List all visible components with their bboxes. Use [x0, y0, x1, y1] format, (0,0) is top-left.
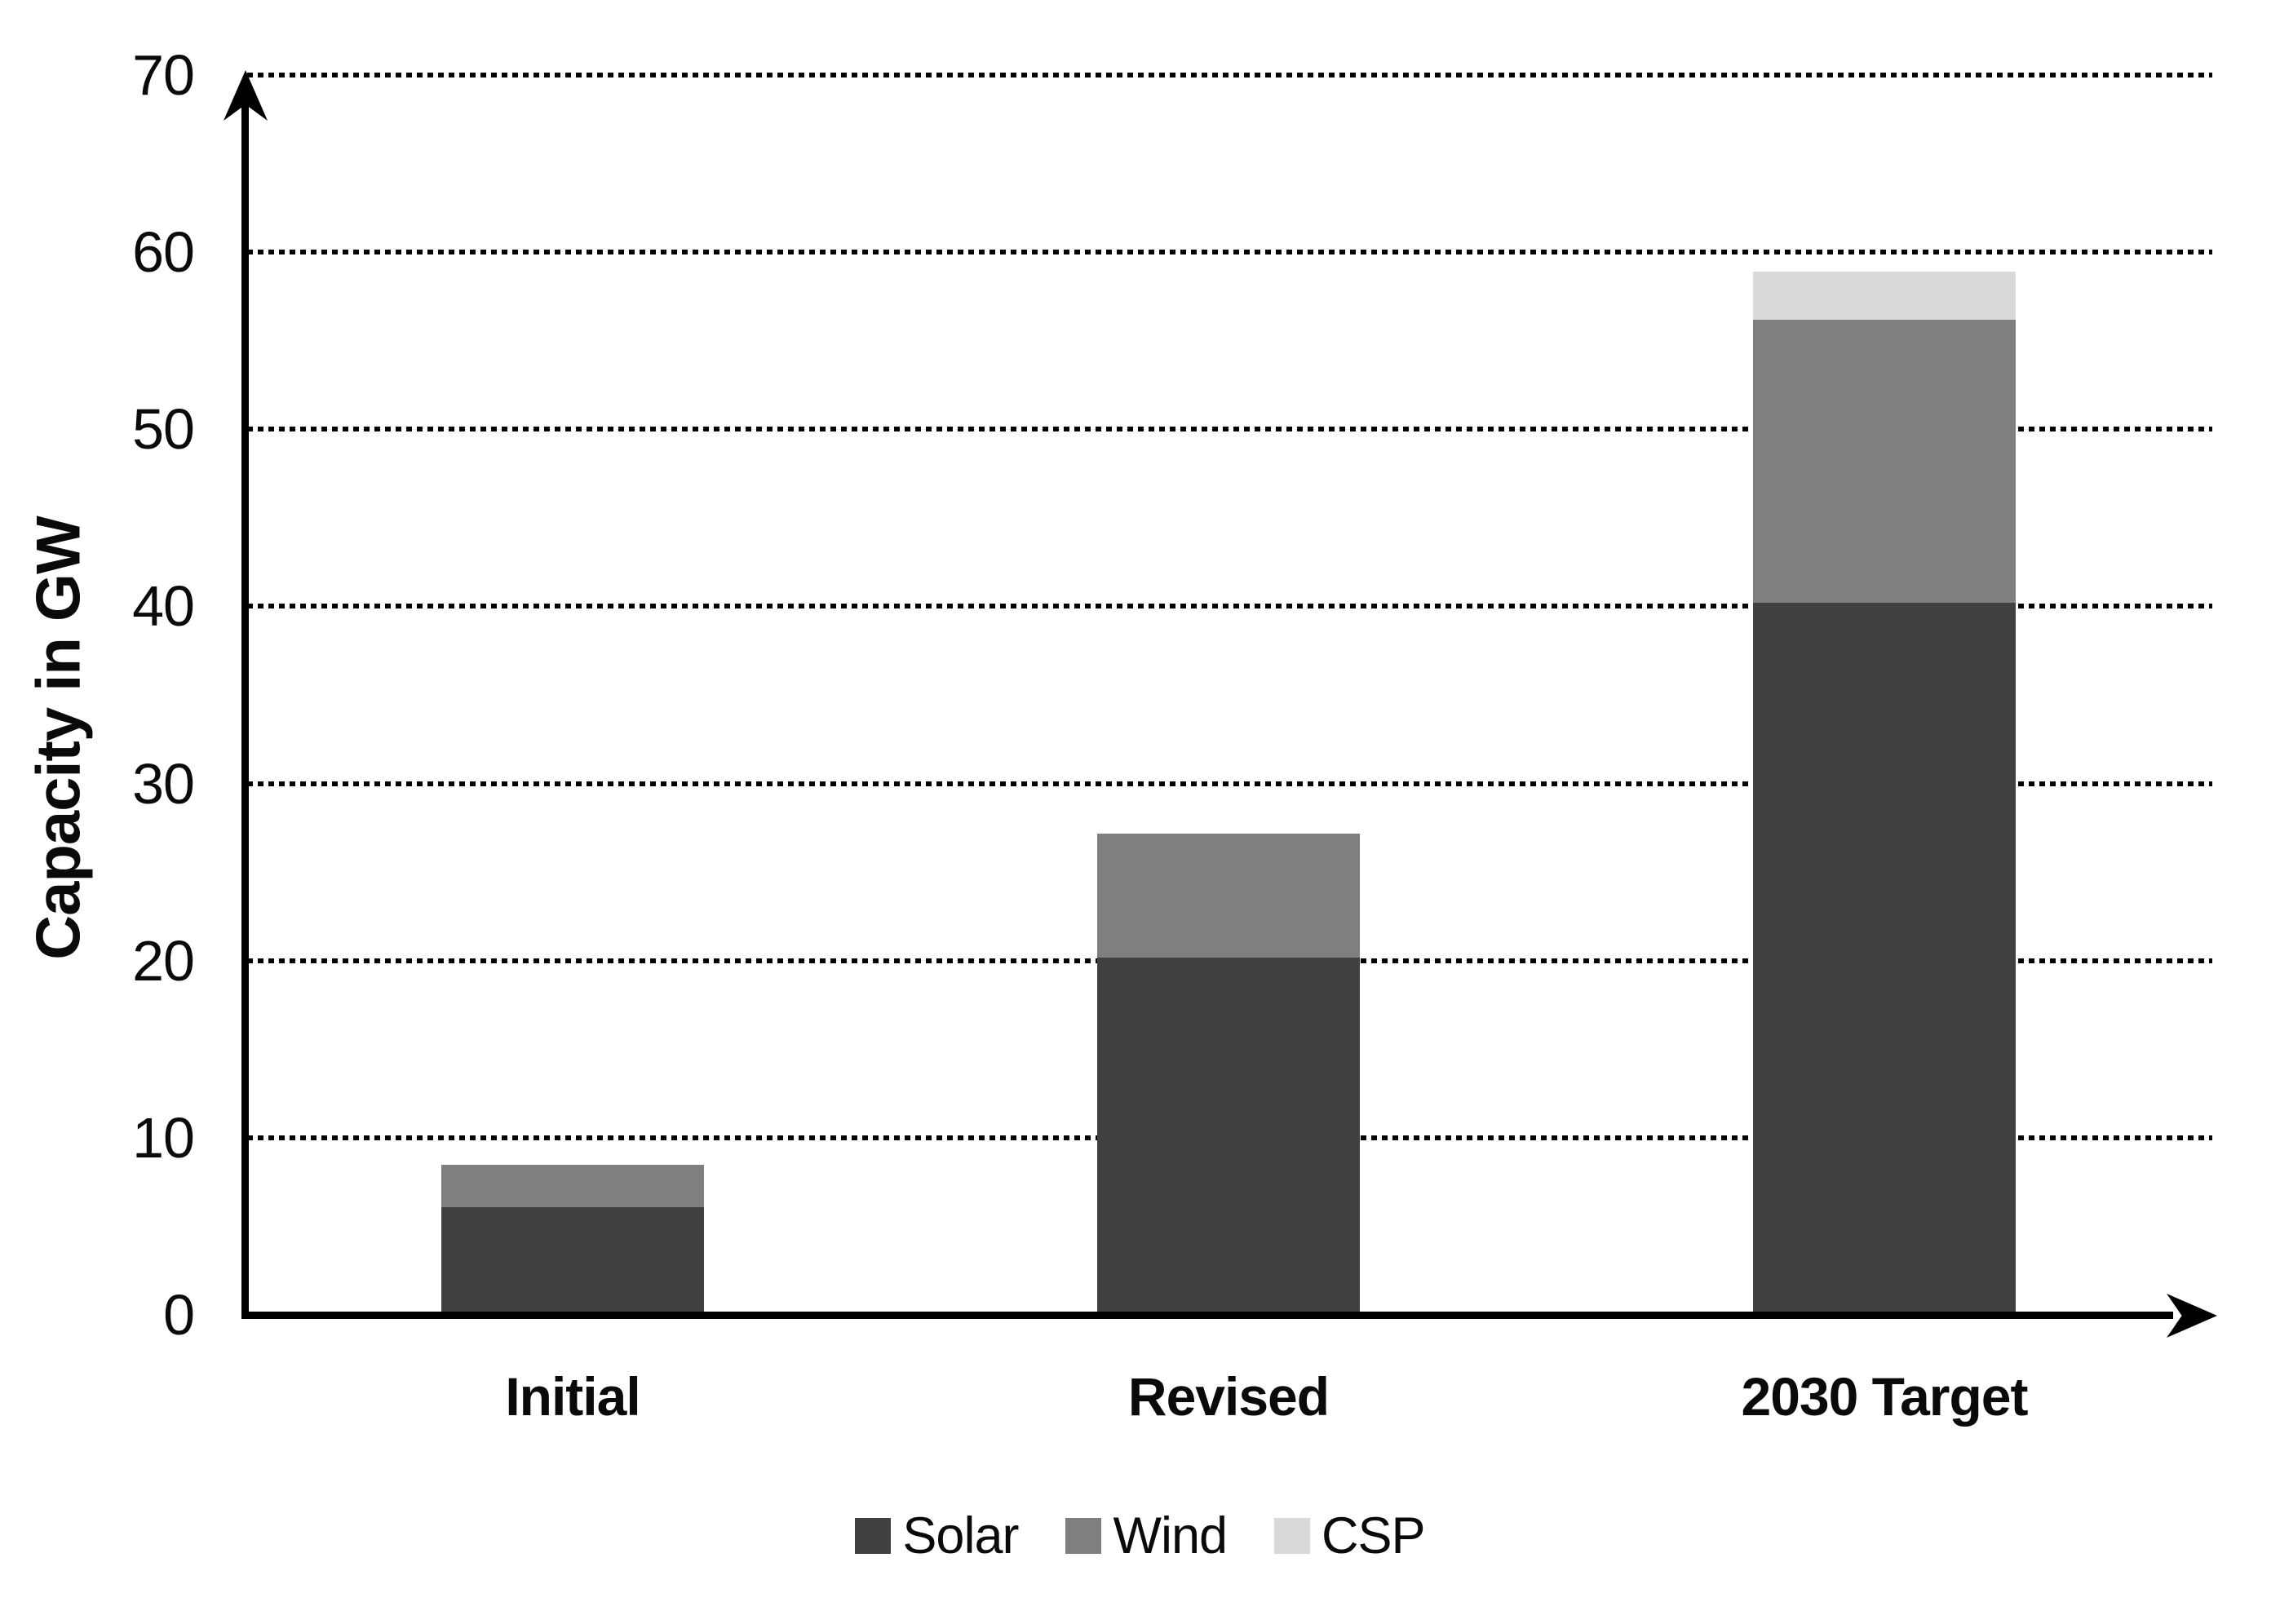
y-tick-label-40: 40 — [132, 574, 195, 639]
gridline-30 — [247, 781, 2212, 786]
x-axis-line — [241, 1312, 2173, 1319]
category-label-revised: Revised — [1127, 1366, 1330, 1427]
gridline-40 — [247, 604, 2212, 609]
y-tick-label-70: 70 — [132, 43, 195, 107]
y-tick-label-10: 10 — [132, 1105, 195, 1170]
legend-item-solar: Solar — [855, 1507, 1019, 1565]
gridline-60 — [247, 250, 2212, 255]
legend-label-wind: Wind — [1113, 1507, 1228, 1564]
gridline-50 — [247, 427, 2212, 432]
bar-segment-solar-initial — [441, 1206, 704, 1312]
legend-item-wind: Wind — [1065, 1507, 1228, 1565]
legend-swatch-wind — [1065, 1518, 1102, 1554]
legend-item-csp: CSP — [1274, 1507, 1426, 1565]
bar-segment-csp-2030-target — [1753, 272, 2016, 320]
y-axis-line — [241, 82, 249, 1319]
x-axis-arrow-icon — [2167, 1294, 2217, 1338]
legend-label-csp: CSP — [1322, 1507, 1426, 1564]
gridline-70 — [247, 73, 2212, 77]
bar-segment-solar-2030-target — [1753, 603, 2016, 1312]
bar-segment-wind-initial — [441, 1164, 704, 1207]
category-label-2030-target: 2030 Target — [1741, 1366, 2029, 1427]
bar-segment-wind-2030-target — [1753, 320, 2016, 604]
category-label-initial: Initial — [505, 1366, 640, 1427]
y-tick-label-30: 30 — [132, 751, 195, 816]
bar-segment-solar-revised — [1097, 957, 1360, 1312]
legend: Solar Wind CSP — [0, 1507, 2280, 1564]
bar-segment-wind-revised — [1097, 833, 1360, 958]
legend-swatch-csp — [1274, 1518, 1311, 1554]
y-tick-label-0: 0 — [163, 1283, 195, 1347]
y-tick-label-60: 60 — [132, 220, 195, 285]
legend-swatch-solar — [855, 1518, 892, 1554]
y-tick-label-20: 20 — [132, 928, 195, 993]
y-tick-label-50: 50 — [132, 397, 195, 462]
legend-label-solar: Solar — [902, 1507, 1019, 1564]
